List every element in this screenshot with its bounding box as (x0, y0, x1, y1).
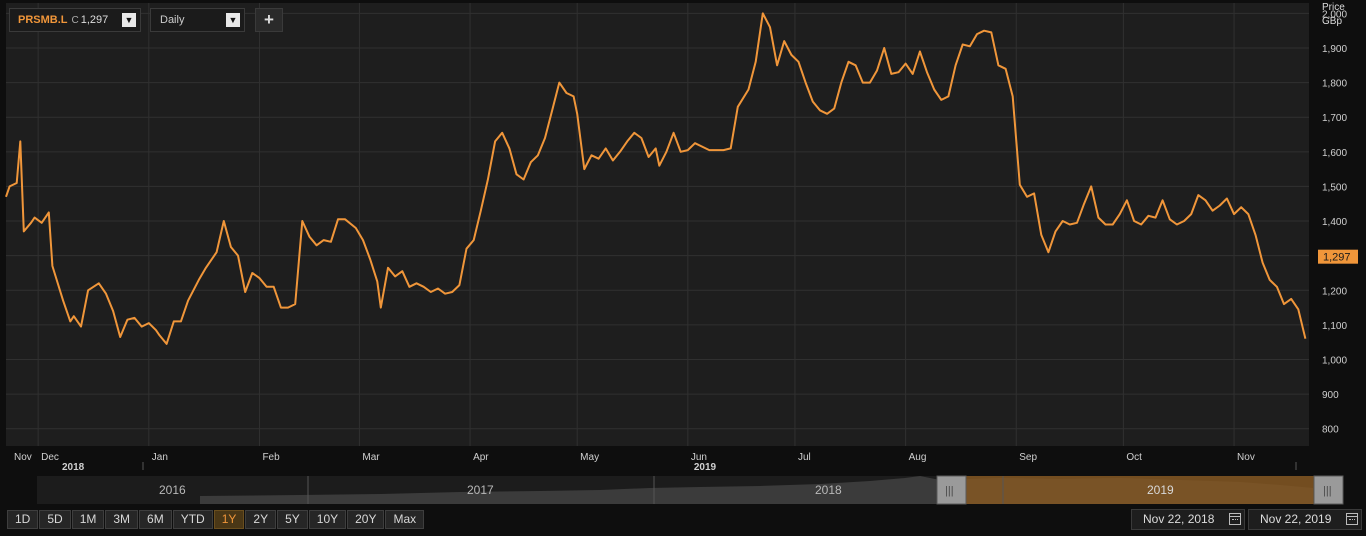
y-tick-label: 900 (1322, 390, 1339, 401)
x-tick-label: Sep (1019, 452, 1037, 463)
x-tick-label: Dec (41, 452, 59, 463)
y-tick-label: 1,100 (1322, 321, 1347, 332)
range-button-ytd[interactable]: YTD (172, 510, 213, 529)
x-tick-label: Mar (362, 452, 380, 463)
range-button-1m[interactable]: 1M (71, 510, 105, 529)
start-date-value: Nov 22, 2018 (1143, 512, 1215, 526)
frequency-value: Daily (160, 14, 185, 26)
navigator-year-label: 2017 (467, 483, 494, 497)
last-price-label: 1,297 (1323, 252, 1351, 264)
x-tick-label: Jun (691, 452, 707, 463)
navigator-right-handle[interactable] (1313, 475, 1344, 505)
x-tick-label: Nov (1237, 452, 1255, 463)
x-tick-label: Jan (152, 452, 168, 463)
end-date-value: Nov 22, 2019 (1260, 512, 1332, 526)
y-tick-label: 1,500 (1322, 182, 1347, 193)
range-button-1y[interactable]: 1Y (213, 510, 245, 529)
chevron-down-icon[interactable]: ▼ (122, 13, 136, 27)
y-tick-label: 1,700 (1322, 113, 1347, 124)
navigator-year-label: 2018 (815, 483, 842, 497)
y-tick-label: 800 (1322, 425, 1339, 436)
y-tick-label: 1,600 (1322, 148, 1347, 159)
symbol-code: PRSMB.L (18, 14, 68, 26)
x-tick-label: May (580, 452, 599, 463)
x-axis: Nov Dec Jan Feb Mar Apr May Jun Jul Aug Sep Oct Nov 2… (14, 452, 1297, 473)
y-axis-title-line1: Price (1322, 2, 1345, 13)
navigator-left-handle[interactable] (936, 475, 967, 505)
symbol-selector[interactable]: PRSMB.L C 1,297 ▼ (9, 8, 141, 32)
range-button-6m[interactable]: 6M (139, 510, 172, 529)
range-button-20y[interactable]: 20Y (347, 510, 385, 529)
range-button-5y[interactable]: 5Y (277, 510, 308, 529)
navigator-left-handle-grip: ||| (945, 485, 954, 497)
calendar-icon[interactable] (1229, 513, 1241, 525)
y-tick-label: 1,400 (1322, 217, 1347, 228)
y-axis: 8009001,0001,1001,2001,3001,4001,5001,60… (1322, 9, 1347, 435)
navigator[interactable]: 2016 2017 2018 2019 ||| ||| (37, 475, 1344, 505)
x-tick-label: Aug (909, 452, 927, 463)
x-tick-label: Jul (798, 452, 811, 463)
range-button-5d[interactable]: 5D (39, 510, 71, 529)
end-date-field[interactable]: Nov 22, 2019 (1248, 509, 1362, 530)
navigator-year-label: 2016 (159, 483, 186, 497)
x-tick-label: Apr (473, 452, 489, 463)
x-year-label: 2018 (62, 462, 85, 473)
y-tick-label: 1,800 (1322, 79, 1347, 90)
last-price-box (1318, 249, 1358, 264)
price-series-line (5, 12, 1307, 345)
range-button-3m[interactable]: 3M (105, 510, 139, 529)
x-tick-label: Nov (14, 452, 32, 463)
y-tick-label: 2,000 (1322, 9, 1347, 20)
y-tick-label: 1,000 (1322, 355, 1347, 366)
range-button-10y[interactable]: 10Y (308, 510, 347, 529)
navigator-year-label: 2019 (1147, 483, 1174, 497)
add-series-button[interactable]: + (255, 8, 283, 32)
navigator-right-handle-grip: ||| (1323, 485, 1332, 497)
symbol-price: 1,297 (80, 14, 109, 26)
chevron-down-icon[interactable]: ▼ (226, 13, 240, 27)
y-axis-title-line2: GBp (1322, 16, 1342, 27)
last-price-marker: 1,297 (1318, 249, 1358, 264)
range-button-max[interactable]: Max (385, 510, 425, 529)
calendar-icon[interactable] (1346, 513, 1358, 525)
frequency-select[interactable]: Daily ▼ (150, 8, 245, 32)
range-button-1d[interactable]: 1D (7, 510, 39, 529)
y-tick-label: 1,200 (1322, 286, 1347, 297)
range-button-2y[interactable]: 2Y (245, 510, 277, 529)
x-year-label: 2019 (694, 462, 717, 473)
x-tick-label: Oct (1126, 452, 1142, 463)
y-tick-label: 1,900 (1322, 44, 1347, 55)
x-tick-label: Feb (262, 452, 280, 463)
navigator-selection[interactable] (966, 476, 1314, 504)
price-prefix: C (71, 14, 79, 26)
start-date-field[interactable]: Nov 22, 2018 (1131, 509, 1245, 530)
range-buttons: 1D 5D 1M 3M 6M YTD 1Y 2Y 5Y 10Y 20Y Max (7, 510, 425, 529)
grid (6, 3, 1309, 446)
